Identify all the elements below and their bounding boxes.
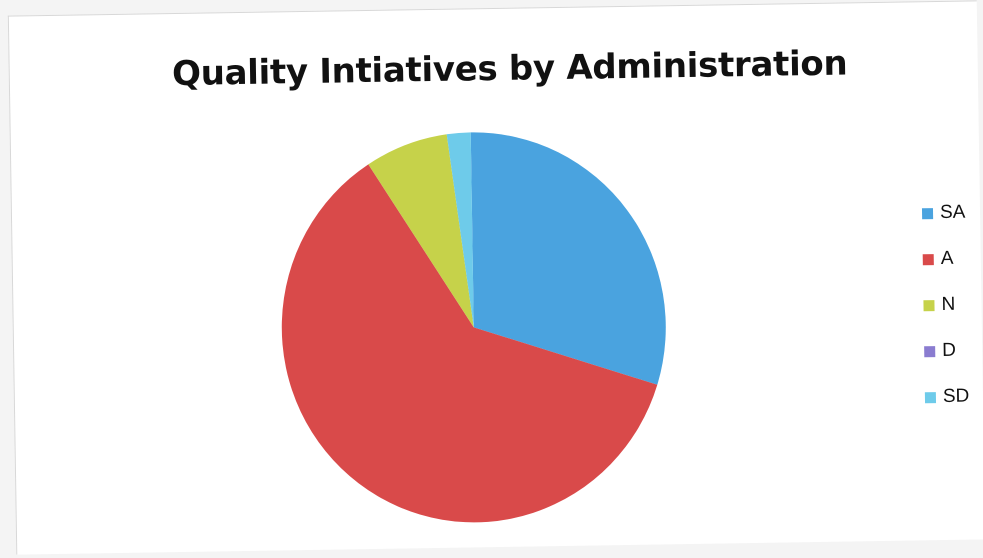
legend-item-d: D xyxy=(924,339,983,362)
legend-swatch-n xyxy=(923,299,935,311)
pie-chart xyxy=(281,132,666,523)
legend-item-n: N xyxy=(923,293,983,316)
legend-swatch-sa xyxy=(921,207,934,219)
legend-item-sa: SA xyxy=(921,201,982,224)
legend-swatch-d xyxy=(924,345,936,357)
legend-item-a: A xyxy=(922,247,983,270)
legend-label-n: N xyxy=(941,293,956,316)
pie-slice-sa xyxy=(470,132,666,385)
pie-slices xyxy=(281,132,666,523)
legend-item-sd: SD xyxy=(924,385,983,408)
pie-slice-n xyxy=(368,134,474,328)
pie-slice-sd xyxy=(446,132,474,328)
legend-swatch-sd xyxy=(924,391,937,403)
legend-label-d: D xyxy=(942,339,957,362)
pie-slice-a xyxy=(281,164,658,523)
legend-label-sa: SA xyxy=(939,201,966,224)
legend: SA A N D SD xyxy=(921,201,983,432)
chart-title: Quality Intiatives by Administration xyxy=(171,43,848,95)
legend-swatch-a xyxy=(922,253,934,265)
legend-label-sd: SD xyxy=(942,385,970,408)
chart-card: Quality Intiatives by Administration SA … xyxy=(7,0,983,555)
legend-label-a: A xyxy=(940,247,954,270)
